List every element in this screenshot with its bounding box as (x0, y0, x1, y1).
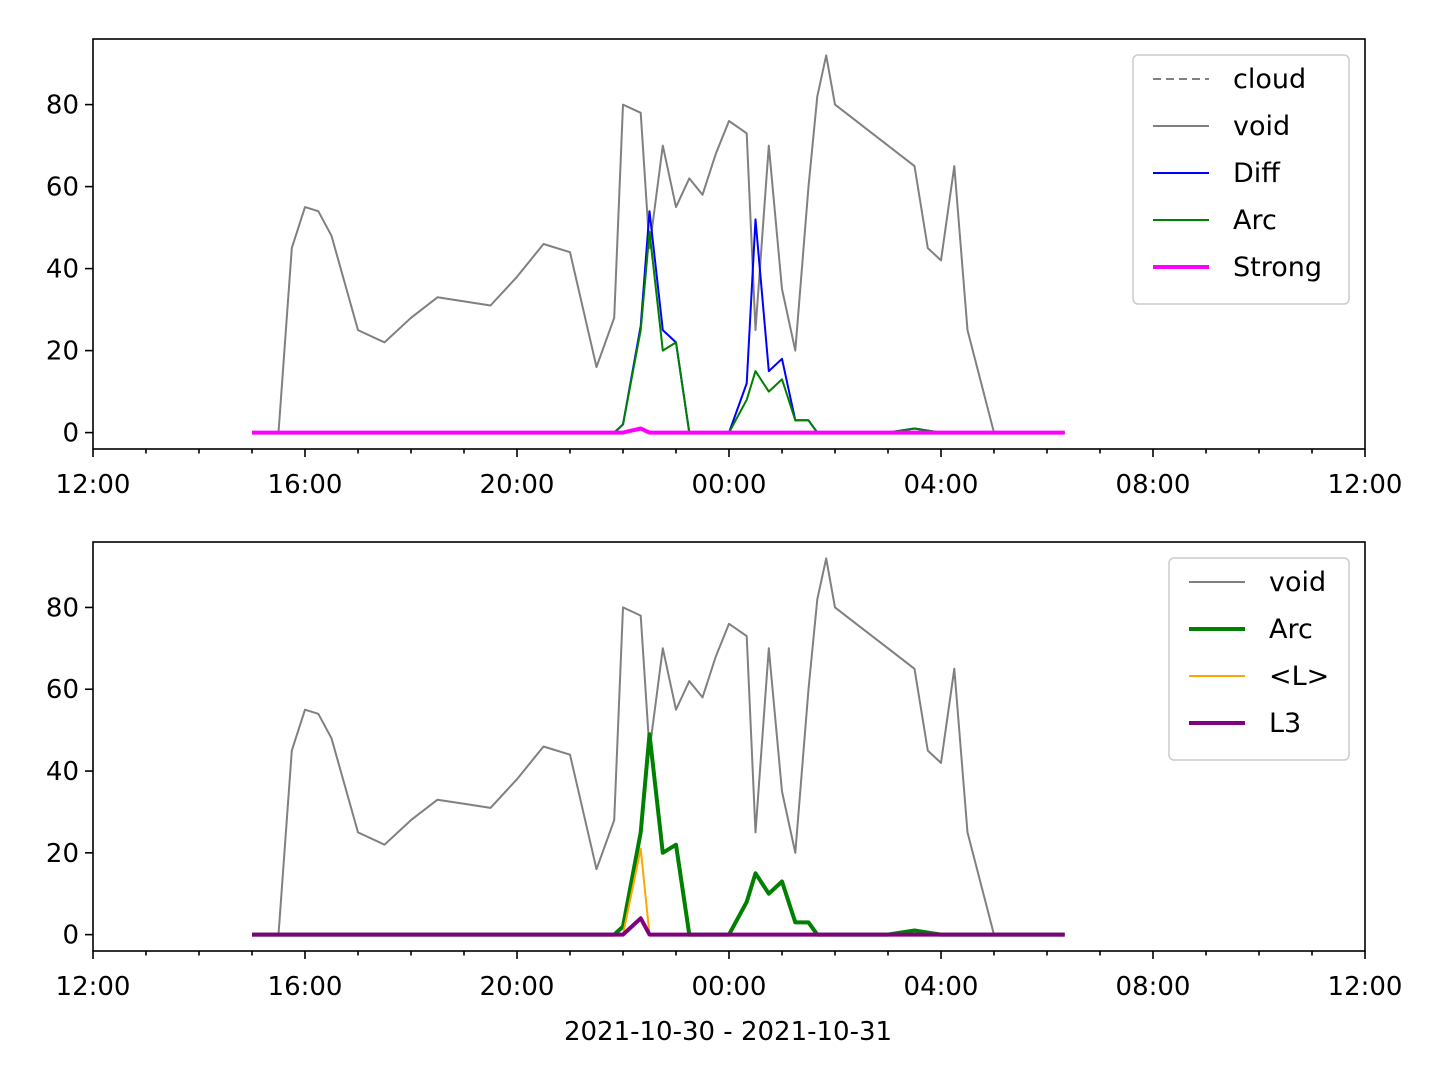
bottom-plot-area (252, 557, 1065, 937)
top-legend-label: Strong (1233, 252, 1322, 283)
top-x-tick-label: 08:00 (1116, 470, 1191, 500)
bottom-legend-box (1168, 557, 1350, 761)
top-legend-label: Arc (1233, 205, 1277, 236)
bottom-x-tick-label: 04:00 (904, 972, 979, 1002)
top-legend-label: void (1233, 111, 1290, 142)
top-chart-panel: 0 20 40 60 80 12:00 16:00 20:00 00:00 04:00 08:00 1… (46, 38, 1403, 500)
bottom-x-axis-label: 2021-10-30 - 2021-10-31 (564, 1017, 892, 1047)
bottom-series-line (252, 557, 1065, 936)
bottom-x-tick-label: 00:00 (692, 972, 767, 1002)
bottom-chart-panel: 0 20 40 60 80 12:00 16:00 20:00 00:00 04:00 08:00 1… (46, 541, 1403, 1002)
bottom-x-tick-label: 20:00 (480, 972, 555, 1002)
top-legend: cloud void Diff Arc Strong (1132, 54, 1350, 305)
bottom-x-tick-label: 16:00 (268, 972, 343, 1002)
bottom-x-tick-label: 08:00 (1116, 972, 1191, 1002)
bottom-legend: void Arc <L> L3 (1168, 557, 1350, 761)
bottom-series-line (252, 732, 1065, 937)
top-y-tick-label: 80 (46, 91, 79, 121)
top-x-tick-label: 12:00 (56, 470, 131, 500)
bottom-y-tick-label: 20 (46, 839, 79, 869)
bottom-y-tick-label: 60 (46, 675, 79, 705)
bottom-series-line (252, 916, 1065, 937)
bottom-x-tick-label: 12:00 (56, 972, 131, 1002)
top-y-tick-label: 40 (46, 255, 79, 285)
top-series-line (252, 230, 1065, 434)
bottom-legend-label: <L> (1269, 661, 1329, 692)
top-legend-box (1132, 54, 1350, 305)
top-legend-label: Diff (1233, 158, 1281, 189)
top-series-line (252, 54, 1065, 434)
bottom-y-tick-label: 80 (46, 593, 79, 623)
bottom-legend-label: void (1269, 567, 1326, 598)
top-x-tick-label: 04:00 (904, 470, 979, 500)
bottom-legend-label: L3 (1269, 708, 1301, 739)
top-x-tick-label: 12:00 (1328, 470, 1403, 500)
top-y-tick-label: 60 (46, 173, 79, 203)
top-y-tick-label: 20 (46, 337, 79, 367)
top-legend-label: cloud (1233, 64, 1306, 95)
top-y-tick-label: 0 (62, 419, 79, 449)
bottom-x-tick-label: 12:00 (1328, 972, 1403, 1002)
bottom-y-tick-label: 0 (62, 921, 79, 951)
top-x-tick-label: 00:00 (692, 470, 767, 500)
top-x-tick-label: 16:00 (268, 470, 343, 500)
top-series-line (252, 426, 1065, 435)
bottom-y-tick-label: 40 (46, 757, 79, 787)
top-plot-area (252, 54, 1065, 435)
top-x-tick-label: 20:00 (480, 470, 555, 500)
bottom-legend-label: Arc (1269, 614, 1313, 645)
bottom-series-line (252, 847, 1065, 936)
